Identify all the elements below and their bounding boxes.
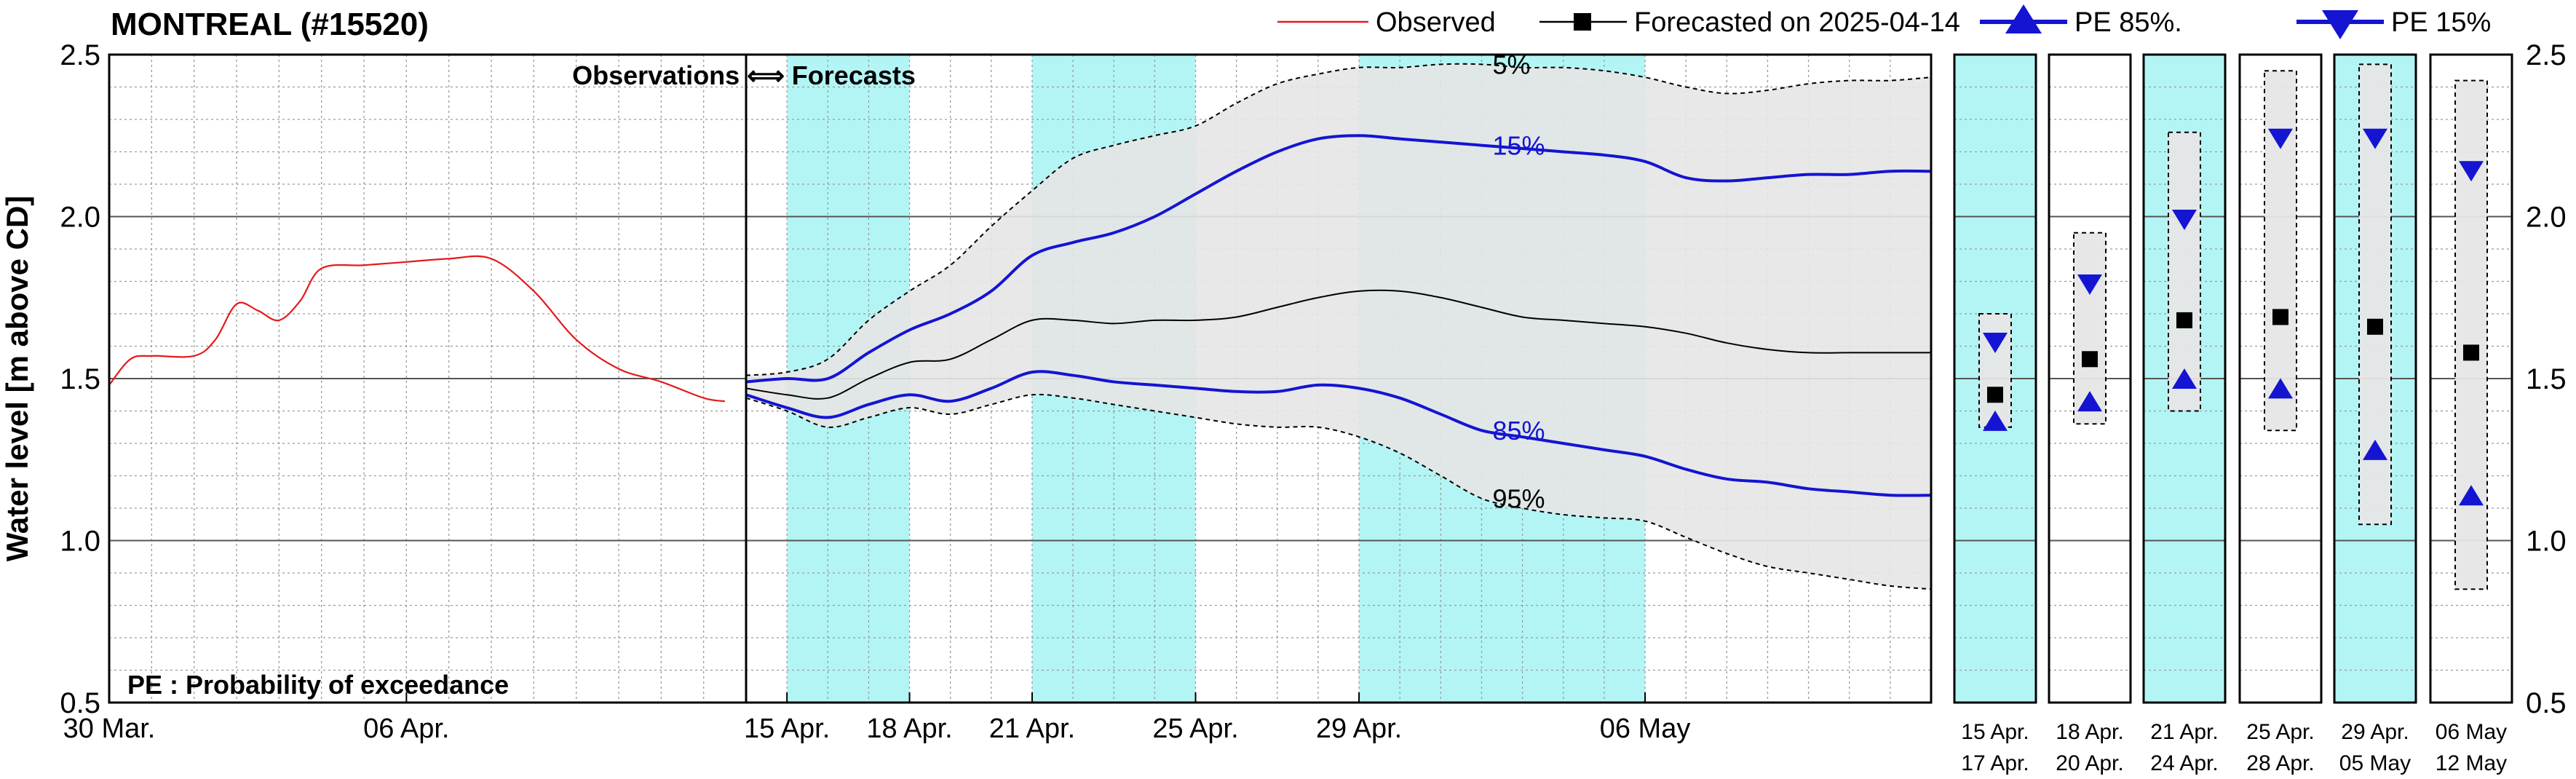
summary-pe15-marker [1983, 333, 2008, 354]
x-tick-label: 25 Apr. [1152, 713, 1238, 744]
legend-pe15-marker [2322, 10, 2358, 39]
x-tick-label: 30 Mar. [63, 713, 156, 744]
summary-panel-1: 18 Apr. 20 Apr. [2048, 53, 2132, 775]
series-line-pe15 [745, 134, 1932, 384]
summary-label-start: 15 Apr. [1961, 720, 2029, 744]
summary-label-start: 18 Apr. [2056, 720, 2123, 744]
label-95pct: 95% [1492, 484, 1545, 514]
summary-range-box [1978, 313, 2012, 428]
summary-panel-4: 29 Apr. 05 May [2333, 53, 2417, 775]
summary-label-end: 20 Apr. [2056, 751, 2123, 775]
x-tick-label: 06 May [1600, 713, 1691, 744]
chart-title: MONTREAL (#15520) [111, 7, 429, 42]
summary-label-end: 05 May [2339, 751, 2411, 775]
summary-pe15-marker [2268, 128, 2293, 149]
summary-pe15-marker [2172, 209, 2197, 230]
y-tick-label-left: 0.5 [60, 687, 100, 719]
label-15pct: 15% [1492, 131, 1545, 161]
x-tick-label: 15 Apr. [744, 713, 830, 744]
legend-forecast-label: Forecasted on 2025-04-14 [1634, 7, 1960, 38]
x-tick-label: 21 Apr. [989, 713, 1075, 744]
label-85pct: 85% [1492, 416, 1545, 446]
summary-label-end: 12 May [2436, 751, 2507, 775]
legend-observed-label: Observed [1376, 7, 1496, 38]
summary-forecast-marker [2367, 318, 2383, 335]
legend-pe15-label: PE 15% [2391, 7, 2491, 38]
summary-forecast-marker [2272, 309, 2288, 325]
legend-pe85-label: PE 85%. [2074, 7, 2182, 38]
summary-panel-frame [2142, 53, 2227, 704]
summary-panel-frame [2333, 53, 2417, 704]
summary-range-box [2264, 70, 2297, 432]
summary-pe85-marker [1983, 410, 2008, 431]
summary-pe15-marker [2077, 274, 2102, 295]
legend: Observed Forecasted on 2025-04-14 PE 85%… [1277, 4, 2491, 39]
y-tick-label-left: 1.5 [60, 363, 100, 395]
summary-panel-frame [2429, 53, 2513, 704]
summary-panel-frame [2238, 53, 2323, 704]
pe-note: PE : Probability of exceedance [127, 670, 509, 700]
x-tick-label: 29 Apr. [1316, 713, 1402, 744]
y-tick-label-right: 1.5 [2526, 363, 2567, 395]
summary-forecast-marker [2463, 344, 2479, 361]
x-tick-label: 18 Apr. [866, 713, 952, 744]
y-tick-label-right: 2.5 [2526, 39, 2567, 71]
y-tick-label-right: 2.0 [2526, 202, 2567, 234]
obs-forecast-annotation: Observations ⟺ Forecasts [572, 60, 916, 90]
y-tick-label-right: 1.0 [2526, 526, 2567, 558]
y-axis-label: Water level [m above CD] [0, 196, 34, 562]
summary-panel-0: 15 Apr. 17 Apr. [1953, 53, 2037, 775]
y-tick-label-left: 2.5 [60, 39, 100, 71]
series-line-pe85 [745, 370, 1932, 497]
series-line-forecast [745, 289, 1932, 400]
summary-pe85-marker [2363, 439, 2387, 460]
summary-label-end: 24 Apr. [2150, 751, 2218, 775]
summary-label-start: 06 May [2436, 720, 2507, 744]
x-tick-label: 06 Apr. [363, 713, 449, 744]
legend-forecast-marker [1574, 13, 1591, 31]
summary-label-end: 17 Apr. [1961, 751, 2029, 775]
summary-panel-2: 21 Apr. 24 Apr. [2142, 53, 2227, 775]
summary-label-start: 25 Apr. [2246, 720, 2314, 744]
y-tick-label-left: 1.0 [60, 526, 100, 558]
summary-pe85-marker [2077, 391, 2102, 412]
plot-frame [108, 53, 1933, 704]
summary-panel-frame [2048, 53, 2132, 704]
summary-range-box [2168, 131, 2201, 412]
summary-pe85-marker [2459, 485, 2484, 506]
summary-forecast-marker [2176, 312, 2192, 328]
period-summary-panels: 15 Apr. 17 Apr. 18 Apr. 20 Apr. 21 Apr. 24 Ap… [1953, 53, 2513, 775]
series-line-95pct [745, 393, 1932, 590]
summary-label-start: 21 Apr. [2150, 720, 2218, 744]
summary-panel-frame [1953, 53, 2037, 704]
y-tick-label-left: 2.0 [60, 202, 100, 234]
summary-pe85-marker [2172, 368, 2197, 389]
summary-pe85-marker [2268, 378, 2293, 399]
summary-forecast-marker [2082, 351, 2098, 368]
summary-label-start: 29 Apr. [2341, 720, 2409, 744]
summary-forecast-marker [1987, 387, 2003, 403]
summary-pe15-marker [2363, 128, 2387, 149]
summary-pe15-marker [2459, 161, 2484, 182]
summary-panel-3: 25 Apr. 28 Apr. [2238, 53, 2323, 775]
forecast-band [746, 63, 1931, 590]
series-line-5pct [745, 63, 1932, 376]
main-plot-area: 5%15%85%95%0.5 0.51.0 1.01.5 1.52.0 2.02.5 2.… [60, 39, 2566, 744]
y-tick-label-right: 0.5 [2526, 687, 2567, 719]
summary-label-end: 28 Apr. [2246, 751, 2314, 775]
summary-panel-5: 06 May 12 May [2429, 53, 2513, 775]
series-line-observed [108, 255, 725, 403]
legend-pe85-marker [2005, 4, 2042, 33]
summary-range-box [2454, 79, 2488, 590]
